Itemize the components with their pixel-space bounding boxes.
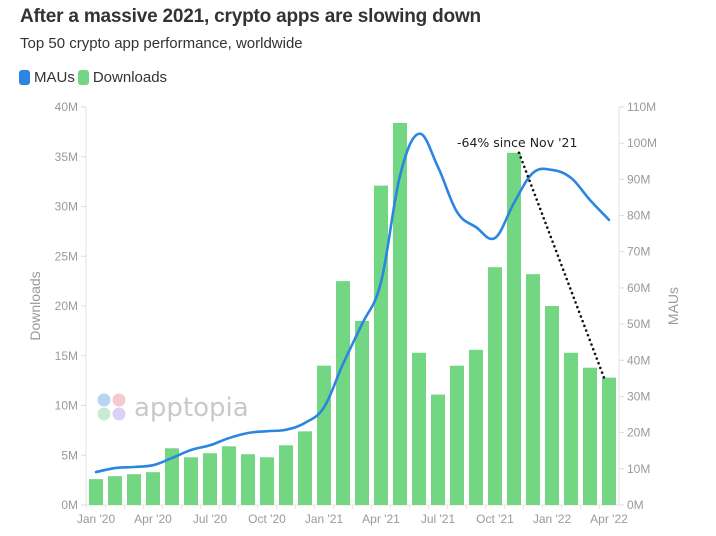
y-right-tick-label: 80M — [627, 209, 650, 223]
downloads-bar[interactable] — [317, 365, 331, 505]
y-right-tick-label: 0M — [627, 498, 644, 512]
x-tick-label: Jul '20 — [193, 512, 228, 526]
annotation-label: -64% since Nov '21 — [457, 135, 577, 150]
x-tick-label: Apr '21 — [362, 512, 400, 526]
downloads-bar[interactable] — [241, 454, 255, 505]
chart-subtitle: Top 50 crypto app performance, worldwide — [20, 35, 303, 52]
watermark-logo-petal — [97, 393, 111, 407]
apptopia-watermark: apptopia — [97, 393, 249, 423]
legend-item-downloads[interactable]: Downloads — [77, 69, 168, 86]
x-tick-label: Apr '22 — [590, 512, 628, 526]
downloads-bar[interactable] — [583, 367, 597, 505]
downloads-bar[interactable] — [203, 453, 217, 505]
y-left-tick-label: 35M — [55, 150, 78, 164]
downloads-bar[interactable] — [526, 274, 540, 505]
legend-item-maus[interactable]: MAUs — [19, 69, 75, 86]
downloads-bar[interactable] — [469, 349, 483, 505]
downloads-bar[interactable] — [507, 152, 521, 505]
y-right-tick-label: 60M — [627, 281, 650, 295]
watermark-logo-petal — [112, 407, 126, 421]
watermark-logo-petal — [97, 407, 111, 421]
downloads-bar[interactable] — [374, 185, 388, 506]
downloads-bar[interactable] — [336, 281, 350, 505]
legend-swatch-downloads — [77, 70, 89, 85]
y-right-tick-label: 90M — [627, 172, 650, 186]
y-right-tick-label: 70M — [627, 245, 650, 259]
x-tick-label: Jan '22 — [533, 512, 572, 526]
downloads-bar[interactable] — [279, 445, 293, 505]
y-axis-title-left: Downloads — [27, 271, 43, 340]
x-tick-label: Apr '20 — [134, 512, 172, 526]
downloads-bar[interactable] — [146, 472, 160, 505]
y-right-tick-label: 50M — [627, 317, 650, 331]
downloads-bar[interactable] — [222, 446, 236, 505]
y-left-tick-label: 40M — [55, 100, 78, 114]
downloads-bar[interactable] — [184, 457, 198, 505]
y-axis-title-right: MAUs — [665, 287, 681, 325]
watermark-logo-petal — [112, 393, 126, 407]
x-tick-label: Oct '21 — [476, 512, 514, 526]
legend: MAUs Downloads — [19, 69, 170, 86]
legend-label-maus: MAUs — [34, 69, 75, 86]
y-right-tick-label: 30M — [627, 389, 650, 403]
y-left-tick-label: 25M — [55, 249, 78, 263]
y-right-tick-label: 40M — [627, 353, 650, 367]
downloads-bar[interactable] — [412, 352, 426, 505]
chart-title: After a massive 2021, crypto apps are sl… — [20, 6, 481, 27]
downloads-bar[interactable] — [89, 479, 103, 505]
y-left-tick-label: 5M — [61, 448, 78, 462]
downloads-bar[interactable] — [393, 122, 407, 506]
annotation-dotted-line — [517, 151, 606, 379]
downloads-bar[interactable] — [564, 352, 578, 505]
downloads-bar[interactable] — [260, 457, 274, 505]
downloads-bar[interactable] — [298, 431, 312, 505]
y-right-tick-label: 100M — [627, 136, 657, 150]
y-left-tick-label: 0M — [61, 498, 78, 512]
downloads-bar[interactable] — [488, 267, 502, 505]
downloads-bar[interactable] — [545, 306, 559, 505]
downloads-bar[interactable] — [108, 476, 122, 505]
downloads-bar[interactable] — [165, 448, 179, 505]
y-left-tick-label: 20M — [55, 299, 78, 313]
legend-swatch-maus — [19, 70, 30, 85]
y-left-tick-label: 15M — [55, 349, 78, 363]
legend-label-downloads: Downloads — [92, 69, 168, 86]
y-right-tick-label: 10M — [627, 462, 650, 476]
downloads-bar[interactable] — [431, 394, 445, 505]
downloads-bar[interactable] — [355, 320, 369, 505]
downloads-bar[interactable] — [450, 365, 464, 505]
maus-line[interactable] — [94, 132, 611, 474]
y-left-tick-label: 30M — [55, 200, 78, 214]
x-tick-label: Oct '20 — [248, 512, 286, 526]
x-tick-label: Jul '21 — [421, 512, 456, 526]
downloads-bar[interactable] — [127, 474, 141, 505]
watermark-text: apptopia — [134, 393, 249, 423]
y-right-tick-label: 110M — [627, 100, 656, 114]
x-tick-label: Jan '20 — [77, 512, 116, 526]
x-tick-label: Jan '21 — [305, 512, 344, 526]
downloads-bar[interactable] — [602, 377, 616, 505]
y-right-tick-label: 20M — [627, 426, 650, 440]
y-left-tick-label: 10M — [55, 399, 78, 413]
